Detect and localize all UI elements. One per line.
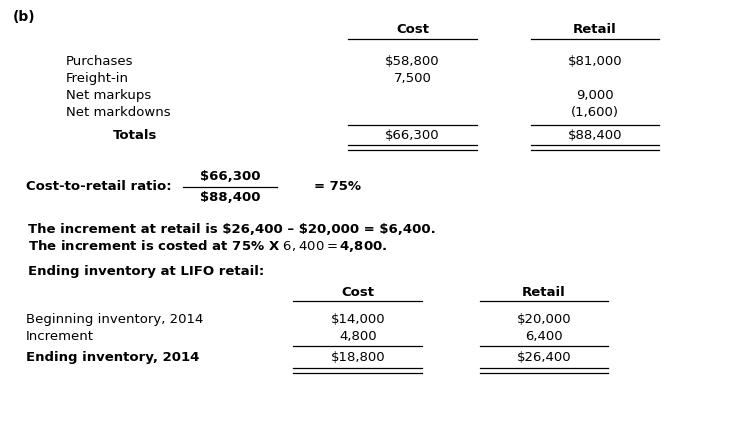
Text: 7,500: 7,500 [393, 72, 431, 85]
Text: Cost-to-retail ratio:: Cost-to-retail ratio: [26, 181, 171, 193]
Text: (1,600): (1,600) [571, 106, 619, 118]
Text: Purchases: Purchases [66, 55, 133, 68]
Text: Freight-in: Freight-in [66, 72, 128, 85]
Text: Totals: Totals [113, 129, 158, 142]
Text: Beginning inventory, 2014: Beginning inventory, 2014 [26, 313, 203, 326]
Text: $88,400: $88,400 [200, 191, 260, 203]
Text: Retail: Retail [522, 286, 566, 299]
Text: $18,800: $18,800 [331, 351, 385, 364]
Text: 4,800: 4,800 [339, 330, 377, 343]
Text: $20,000: $20,000 [517, 313, 571, 326]
Text: Increment: Increment [26, 330, 93, 343]
Text: Net markdowns: Net markdowns [66, 106, 170, 118]
Text: The increment at retail is $26,400 – $20,000 = $6,400.: The increment at retail is $26,400 – $20… [28, 223, 436, 236]
Text: 6,400: 6,400 [525, 330, 563, 343]
Text: Retail: Retail [573, 23, 617, 36]
Text: Net markups: Net markups [66, 89, 151, 102]
Text: $14,000: $14,000 [331, 313, 385, 326]
Text: Ending inventory, 2014: Ending inventory, 2014 [26, 351, 199, 364]
Text: Ending inventory at LIFO retail:: Ending inventory at LIFO retail: [28, 265, 264, 278]
Text: 9,000: 9,000 [576, 89, 614, 102]
Text: $58,800: $58,800 [385, 55, 439, 68]
Text: $66,300: $66,300 [385, 129, 439, 142]
Text: The increment is costed at 75% X $6,400 = $4,800.: The increment is costed at 75% X $6,400 … [28, 238, 387, 254]
Text: Cost: Cost [341, 286, 374, 299]
Text: (b): (b) [13, 10, 36, 24]
Text: $81,000: $81,000 [568, 55, 622, 68]
Text: $88,400: $88,400 [568, 129, 622, 142]
Text: $26,400: $26,400 [517, 351, 571, 364]
Text: = 75%: = 75% [314, 181, 361, 193]
Text: $66,300: $66,300 [200, 170, 260, 183]
Text: Cost: Cost [396, 23, 429, 36]
